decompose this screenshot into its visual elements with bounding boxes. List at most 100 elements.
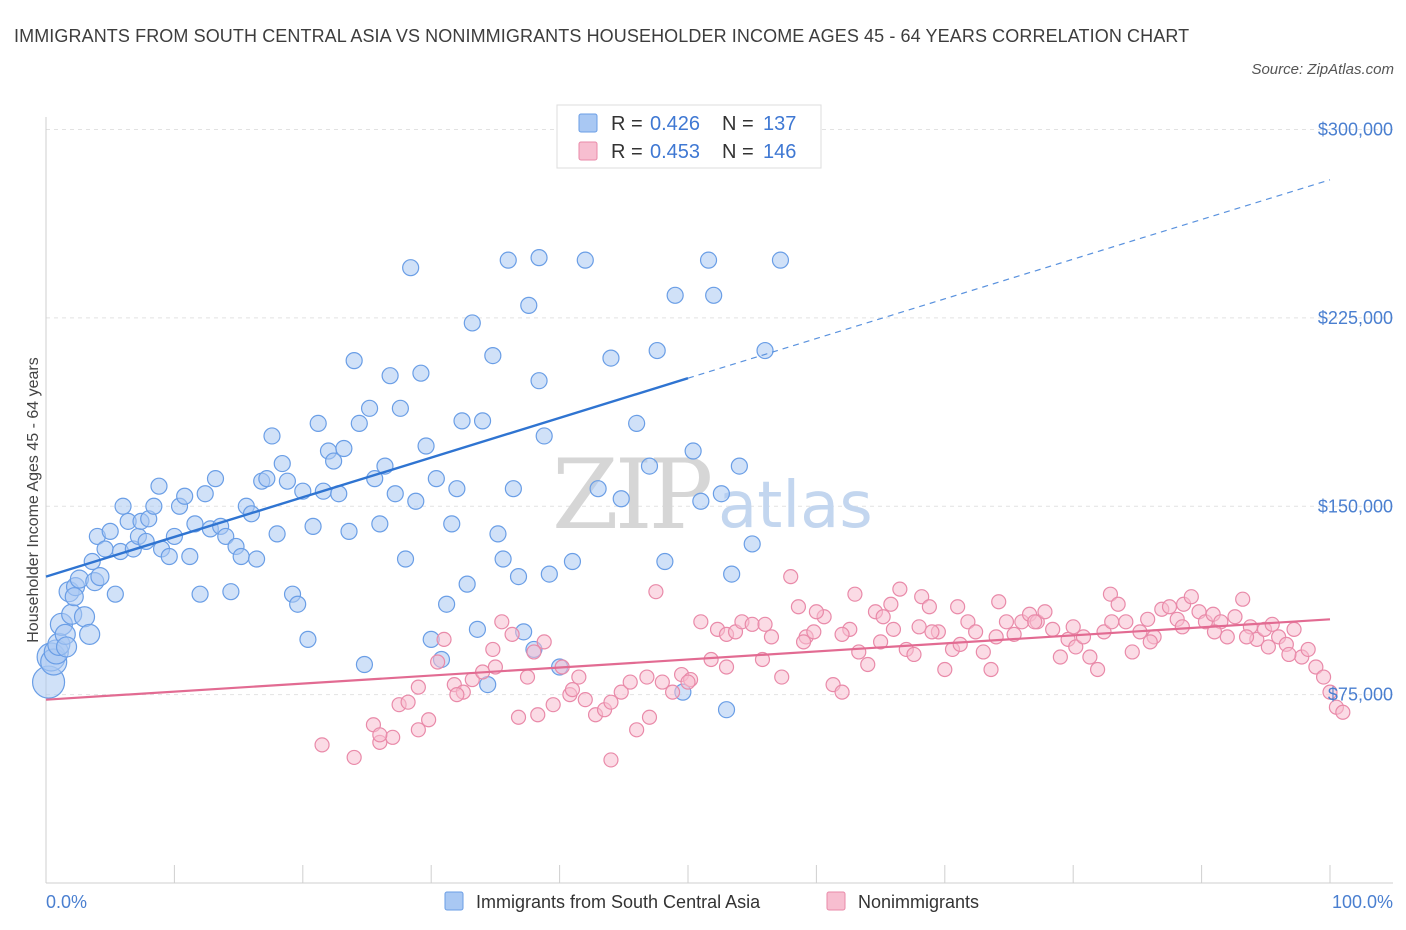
point-1-131 <box>1027 614 1043 630</box>
chart-source: Source: ZipAtlas.com <box>1251 61 1394 78</box>
point-1-124 <box>1260 639 1276 655</box>
point-0-123 <box>705 286 723 304</box>
point-0-40 <box>196 485 214 503</box>
point-0-56 <box>278 472 296 490</box>
point-1-47 <box>763 629 780 645</box>
point-1-22 <box>545 697 561 713</box>
point-1-74 <box>983 661 999 678</box>
x-tick-min: 0.0% <box>46 892 87 912</box>
point-0-11 <box>73 606 96 628</box>
point-1-70 <box>952 636 968 653</box>
point-0-58 <box>289 595 307 613</box>
point-0-77 <box>386 485 404 503</box>
point-1-7 <box>410 722 426 738</box>
point-1-127 <box>1174 619 1190 635</box>
point-1-19 <box>519 669 536 685</box>
point-1-68 <box>937 661 953 678</box>
point-1-9 <box>430 654 446 670</box>
trend-line-immigrants-dashed <box>687 179 1331 379</box>
point-0-85 <box>427 470 445 488</box>
point-0-122 <box>699 251 718 269</box>
point-0-62 <box>309 414 327 432</box>
point-1-16 <box>494 614 510 630</box>
point-0-124 <box>712 485 730 503</box>
y-tick-labels: $75,000 $150,000 $225,000 $300,000 <box>1318 120 1393 705</box>
legend-bottom: Immigrants from South Central Asia Nonim… <box>444 891 979 912</box>
legend-bottom-swatch-nonimmigrants <box>826 891 846 911</box>
legend-top-box <box>556 104 822 169</box>
point-1-89 <box>1096 624 1112 640</box>
point-1-117 <box>1300 641 1316 658</box>
legend-n-value-immigrants: 137 <box>763 113 796 135</box>
point-1-15 <box>485 641 501 658</box>
point-1-128 <box>1142 634 1158 650</box>
point-1-140 <box>680 674 696 690</box>
point-1-10 <box>436 631 452 647</box>
trend-line-immigrants-solid <box>45 377 689 578</box>
point-1-21 <box>536 634 552 650</box>
point-1-62 <box>892 581 908 597</box>
point-1-55 <box>834 684 850 700</box>
point-1-34 <box>648 584 664 600</box>
point-0-91 <box>458 575 476 593</box>
point-1-1 <box>346 749 362 766</box>
point-0-76 <box>381 367 399 385</box>
point-0-79 <box>396 550 415 568</box>
point-1-101 <box>1183 589 1199 605</box>
point-0-33 <box>160 547 178 566</box>
point-1-17 <box>504 626 520 642</box>
legend-r-value-immigrants: 0.426 <box>650 113 700 135</box>
point-1-25 <box>571 669 587 685</box>
point-1-66 <box>921 599 937 615</box>
point-0-23 <box>114 497 132 515</box>
point-0-106 <box>535 427 553 445</box>
point-0-70 <box>350 414 368 432</box>
point-1-90 <box>1102 586 1119 602</box>
point-0-116 <box>648 341 666 360</box>
point-1-98 <box>1161 599 1178 615</box>
point-0-47 <box>232 547 250 566</box>
point-0-93 <box>468 620 487 638</box>
point-1-64 <box>906 646 922 663</box>
point-0-38 <box>186 515 204 533</box>
legend-bottom-swatch-immigrants <box>444 891 464 911</box>
point-1-144 <box>526 644 542 660</box>
point-0-126 <box>723 565 741 583</box>
point-0-109 <box>563 552 582 571</box>
point-0-55 <box>273 454 291 473</box>
point-1-20 <box>530 707 546 723</box>
point-1-129 <box>1104 614 1120 630</box>
point-0-97 <box>489 525 507 543</box>
point-0-105 <box>530 372 548 390</box>
point-1-147 <box>410 679 426 695</box>
point-1-146 <box>449 687 465 703</box>
point-0-112 <box>602 349 620 367</box>
point-0-103 <box>520 296 538 314</box>
point-0-21 <box>106 585 124 603</box>
point-1-61 <box>883 596 899 612</box>
watermark-atlas: atlas <box>718 469 873 543</box>
trend-line-nonimmigrants <box>45 618 1331 701</box>
point-1-141 <box>641 709 658 725</box>
point-0-114 <box>628 414 646 432</box>
legend-swatch-nonimmigrants <box>578 141 598 161</box>
point-1-31 <box>622 674 638 690</box>
point-0-111 <box>589 480 607 498</box>
legend-r-label-immigrants: R = <box>611 113 643 135</box>
y-axis-label: Householder Income Ages 45 - 64 years <box>25 357 42 643</box>
point-0-120 <box>684 442 702 460</box>
point-0-44 <box>217 527 235 546</box>
point-0-42 <box>206 470 225 488</box>
point-0-130 <box>771 251 790 269</box>
point-0-69 <box>345 352 363 370</box>
point-0-81 <box>407 492 425 510</box>
point-0-12 <box>79 623 101 645</box>
point-1-81 <box>1037 604 1053 620</box>
point-1-26 <box>577 692 593 708</box>
point-1-58 <box>860 656 876 673</box>
point-0-19 <box>96 540 114 558</box>
point-0-127 <box>730 457 748 475</box>
point-1-73 <box>975 644 991 660</box>
point-0-107 <box>540 565 558 583</box>
